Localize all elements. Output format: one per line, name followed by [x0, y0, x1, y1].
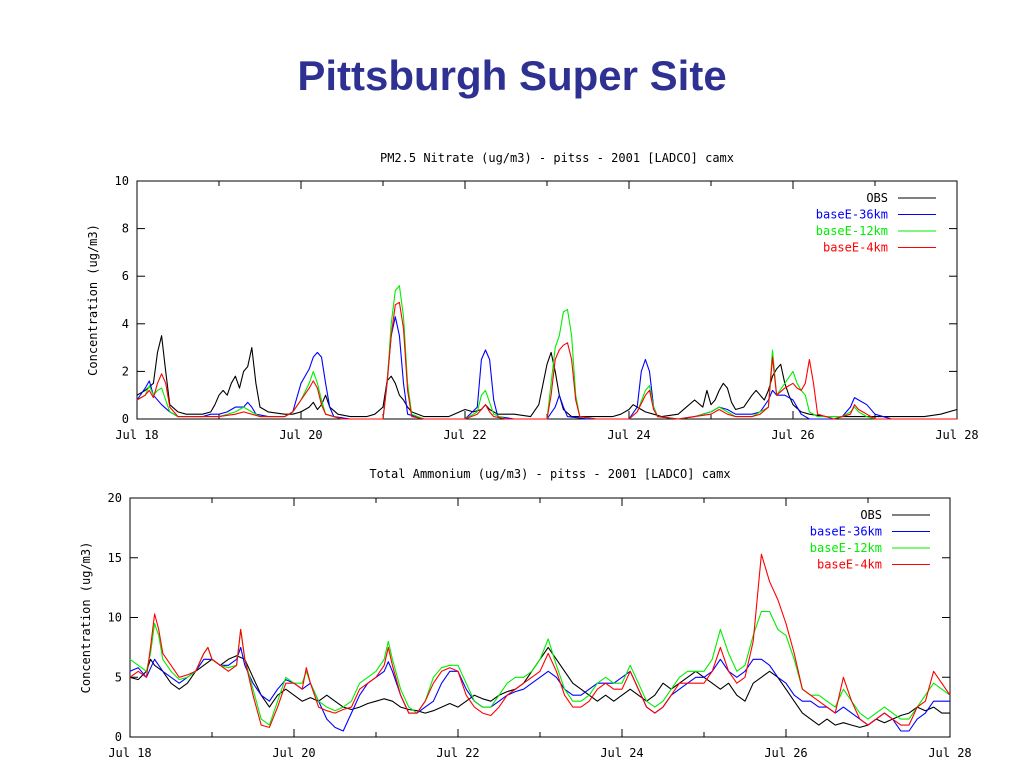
x-tick-label: Jul 22: [443, 428, 486, 442]
chart-title: PM2.5 Nitrate (ug/m3) - pitss - 2001 [LA…: [380, 151, 734, 165]
x-tick-label: Jul 18: [108, 746, 151, 760]
y-tick-label: 0: [122, 412, 129, 426]
series-line-basee-4km: [136, 301, 957, 420]
x-tick-label: Jul 26: [764, 746, 807, 760]
chart-title: Total Ammonium (ug/m3) - pitss - 2001 [L…: [369, 467, 730, 481]
y-tick-label: 8: [122, 222, 129, 236]
x-tick-label: Jul 24: [600, 746, 643, 760]
y-tick-label: 2: [122, 364, 129, 378]
series-line-basee-36km: [129, 646, 950, 732]
y-tick-label: 15: [108, 551, 122, 565]
x-tick-label: Jul 20: [279, 428, 322, 442]
x-tick-label: Jul 18: [115, 428, 158, 442]
slide-title: Pittsburgh Super Site: [297, 52, 727, 99]
y-axis-label: Concentration (ug/m3): [86, 224, 100, 376]
x-tick-label: Jul 24: [607, 428, 650, 442]
y-tick-label: 5: [115, 670, 122, 684]
x-tick-label: Jul 28: [935, 428, 978, 442]
series-line-basee-12km: [136, 285, 957, 420]
y-tick-label: 20: [108, 491, 122, 505]
x-tick-label: Jul 22: [436, 746, 479, 760]
y-axis-label: Concentration (ug/m3): [79, 542, 93, 694]
ammonium-chart: Total Ammonium (ug/m3) - pitss - 2001 [L…: [79, 467, 972, 760]
series-line-basee-4km: [129, 553, 951, 728]
series-line-basee-12km: [129, 610, 951, 726]
y-tick-label: 4: [122, 317, 129, 331]
legend-label: baseE-4km: [823, 241, 888, 255]
legend-label: OBS: [860, 508, 882, 522]
x-tick-label: Jul 28: [928, 746, 971, 760]
legend-label: OBS: [866, 191, 888, 205]
legend-label: baseE-36km: [816, 208, 888, 222]
y-tick-label: 6: [122, 269, 129, 283]
legend-label: baseE-36km: [810, 525, 882, 539]
x-tick-label: Jul 26: [771, 428, 814, 442]
nitrate-chart: PM2.5 Nitrate (ug/m3) - pitss - 2001 [LA…: [86, 151, 979, 442]
legend-label: baseE-12km: [810, 541, 882, 555]
y-tick-label: 10: [115, 174, 129, 188]
series-line-basee-36km: [136, 316, 957, 420]
y-tick-label: 0: [115, 730, 122, 744]
x-tick-label: Jul 20: [272, 746, 315, 760]
legend-label: baseE-4km: [817, 558, 882, 572]
series-line-obs: [136, 335, 958, 418]
legend-label: baseE-12km: [816, 224, 888, 238]
y-tick-label: 10: [108, 611, 122, 625]
